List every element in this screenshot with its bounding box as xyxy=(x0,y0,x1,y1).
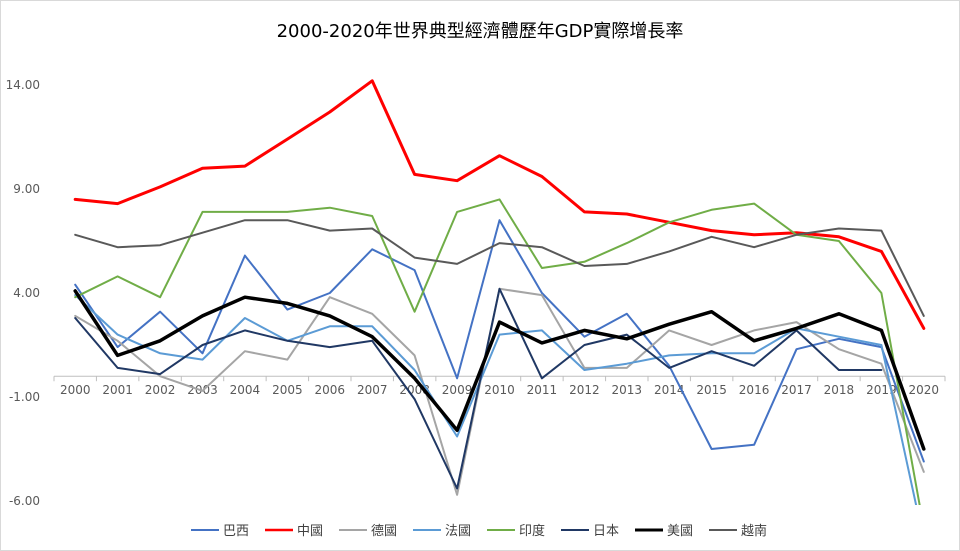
legend-label: 美國 xyxy=(667,524,693,539)
x-tick-label: 2006 xyxy=(315,383,346,397)
series-line-美國 xyxy=(73,289,926,451)
series-line-越南 xyxy=(74,219,925,317)
y-tick-label: 14.00 xyxy=(6,78,40,92)
y-tick-label: -1.00 xyxy=(9,390,40,404)
legend-label: 德國 xyxy=(371,524,397,539)
legend: 巴西 中國 德國 法國 印度 日本 美國 越南 xyxy=(191,523,767,539)
series-line-日本 xyxy=(74,287,883,490)
x-tick-label: 2007 xyxy=(357,383,388,397)
x-tick-label: 2004 xyxy=(230,383,261,397)
x-tick-label: 2015 xyxy=(696,383,727,397)
y-tick-label: 9.00 xyxy=(13,182,40,196)
x-tick-label: 2016 xyxy=(739,383,770,397)
x-tick-label: 2012 xyxy=(569,383,600,397)
series-line-中國 xyxy=(73,79,926,330)
x-tick-label: 2001 xyxy=(102,383,133,397)
y-tick-label: 4.00 xyxy=(13,286,40,300)
chart-title: 2000-2020年世界典型經濟體歷年GDP實際增長率 xyxy=(277,21,684,42)
x-tick-label: 2014 xyxy=(654,383,685,397)
legend-label: 越南 xyxy=(741,523,767,539)
legend-label: 日本 xyxy=(593,524,619,539)
x-tick-label: 2005 xyxy=(272,383,303,397)
y-tick-label: -6.00 xyxy=(9,494,40,508)
legend-label: 印度 xyxy=(519,523,545,539)
x-tick-label: 2010 xyxy=(484,383,515,397)
legend-label: 法國 xyxy=(445,524,471,539)
x-tick-label: 2013 xyxy=(612,383,643,397)
legend-label: 巴西 xyxy=(223,524,249,539)
x-tick-label: 2017 xyxy=(781,383,812,397)
x-tick-label: 2011 xyxy=(527,383,558,397)
series-line-印度 xyxy=(74,198,921,505)
x-tick-label: 2009 xyxy=(442,383,473,397)
x-tick-label: 2020 xyxy=(909,383,940,397)
series-line-法國 xyxy=(74,294,918,505)
x-tick-label: 2000 xyxy=(60,383,91,397)
series-group xyxy=(73,79,926,505)
series-line-巴西 xyxy=(74,219,925,463)
x-tick-label: 2002 xyxy=(145,383,176,397)
legend-label: 中國 xyxy=(297,524,323,539)
x-tick-label: 2019 xyxy=(866,383,897,397)
x-tick-label: 2018 xyxy=(824,383,855,397)
